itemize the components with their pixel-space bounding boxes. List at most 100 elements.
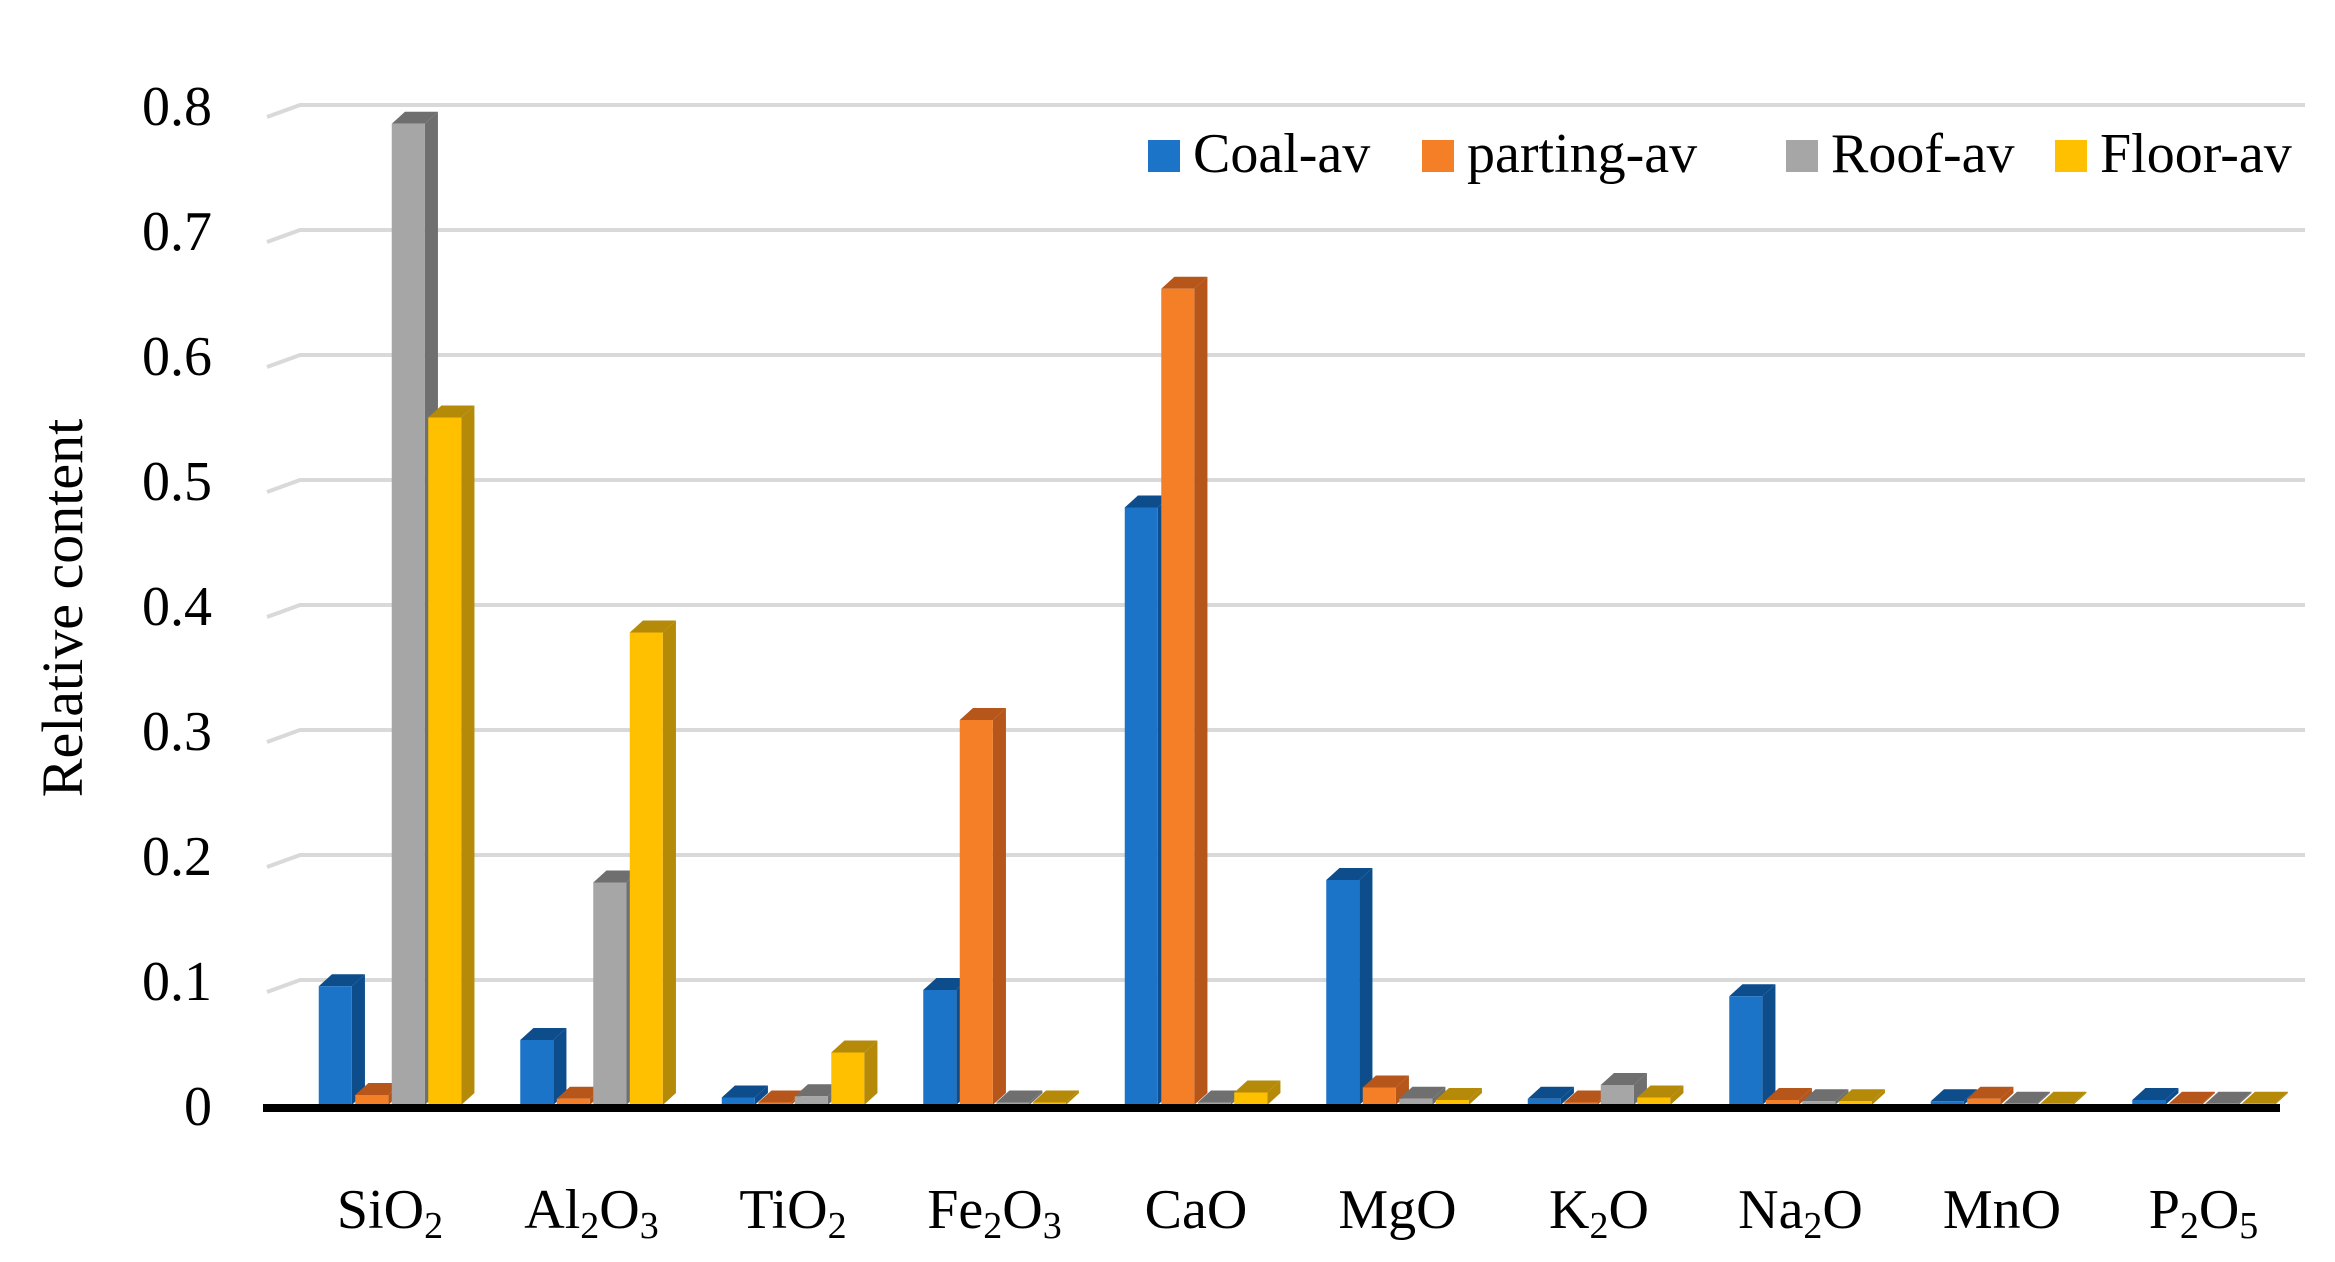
bar-floor-av-tio2 — [831, 1040, 878, 1105]
bar-front — [831, 1052, 865, 1105]
bar-top — [1435, 1088, 1482, 1100]
bar-top — [593, 870, 640, 883]
bar-top — [391, 111, 438, 124]
bar-front — [1765, 1100, 1799, 1105]
bar-front — [1802, 1101, 1836, 1105]
bar-side — [662, 620, 676, 1105]
bar-roof-av-mgo — [1399, 1086, 1446, 1105]
x-tick-label-fe2o3: Fe2O3 — [927, 1179, 1061, 1247]
bar-side — [2238, 1091, 2252, 1105]
label-part: SiO — [337, 1179, 424, 1241]
bar-roof-av-fe2o3 — [996, 1090, 1043, 1105]
legend-swatch — [2055, 140, 2087, 172]
bar-front — [520, 1040, 554, 1105]
bar-top — [1527, 1086, 1574, 1099]
bar-top — [355, 1083, 402, 1095]
label-part: MnO — [1943, 1179, 2061, 1241]
legend: Coal-av parting-av Roof-av Floor-av — [1148, 123, 2292, 185]
bar-floor-av-al2o3 — [629, 620, 676, 1105]
label-part: O — [599, 1179, 639, 1241]
bar-side — [2165, 1088, 2179, 1105]
bar-side — [351, 974, 365, 1105]
bar-top — [1729, 984, 1776, 997]
label-part: TiO — [739, 1179, 827, 1241]
gridline — [266, 228, 2305, 244]
bar-floor-av-na2o — [1838, 1089, 1885, 1105]
bar-coal-av-p2o5 — [2132, 1088, 2179, 1105]
bar-front — [1838, 1101, 1872, 1105]
bar-side — [2000, 1086, 2014, 1105]
label-part: K — [1549, 1179, 1589, 1241]
bar-side — [1762, 984, 1776, 1105]
bar-front — [1527, 1098, 1561, 1105]
gridlines — [266, 103, 2305, 994]
bar-parting-av-mno — [1967, 1086, 2014, 1105]
bar-top — [1637, 1085, 1684, 1098]
subscript: 5 — [2239, 1205, 2258, 1247]
label-part: CaO — [1145, 1179, 1248, 1241]
bar-floor-av-mgo — [1435, 1088, 1482, 1105]
gridline — [266, 853, 2305, 869]
bar-front — [355, 1095, 389, 1105]
bar-front — [1234, 1092, 1268, 1105]
y-tick-label: 0 — [184, 1076, 212, 1138]
bar-roof-av-na2o — [1802, 1089, 1849, 1105]
bar-side — [1065, 1090, 1079, 1105]
bar-side — [553, 1028, 567, 1105]
bar-front — [1564, 1102, 1598, 1105]
y-tick-label: 0.5 — [142, 451, 212, 513]
x-tick-label-cao: CaO — [1145, 1179, 1248, 1241]
subscript: 2 — [2180, 1205, 2199, 1247]
bar-side — [1560, 1086, 1574, 1105]
bar-side — [864, 1040, 878, 1105]
label-part: O — [1822, 1179, 1862, 1241]
x-tick-label-al2o3: Al2O3 — [524, 1179, 658, 1247]
bar-front — [1032, 1102, 1066, 1105]
gridline — [266, 978, 2305, 994]
bar-coal-av-na2o — [1729, 984, 1776, 1105]
bar-top — [2132, 1088, 2179, 1100]
bar-top — [721, 1085, 768, 1098]
y-tick-label: 0.3 — [142, 701, 212, 763]
legend-label: Roof-av — [1831, 123, 2015, 185]
bar-top — [2003, 1091, 2050, 1104]
bar-side — [1798, 1088, 1812, 1105]
y-tick-label: 0.1 — [142, 951, 212, 1013]
bar-front — [593, 882, 627, 1105]
bar-top — [758, 1090, 805, 1103]
subscript: 2 — [1590, 1205, 1609, 1247]
bar-parting-av-mgo — [1362, 1075, 1409, 1105]
bar-front — [1197, 1102, 1231, 1105]
bar-parting-av-cao — [1161, 276, 1208, 1105]
bar-top — [1930, 1089, 1977, 1102]
bar-side — [992, 708, 1006, 1105]
bar-top — [2205, 1091, 2252, 1104]
bar-top — [2168, 1091, 2215, 1104]
bar-top — [629, 620, 676, 633]
bar-side — [2201, 1091, 2215, 1105]
bar-front — [1161, 288, 1195, 1105]
bar-top — [318, 974, 365, 987]
bar-side — [1029, 1090, 1043, 1105]
bar-parting-av-na2o — [1765, 1088, 1812, 1105]
bar-front — [959, 720, 993, 1105]
y-tick-label: 0.2 — [142, 826, 212, 888]
label-part: O — [1609, 1179, 1649, 1241]
x-tick-label-mgo: MgO — [1338, 1179, 1456, 1241]
subscript: 3 — [1043, 1205, 1062, 1247]
bar-front — [1967, 1098, 2001, 1105]
bar-front — [2132, 1100, 2166, 1105]
subscript: 3 — [640, 1205, 659, 1247]
gridline — [266, 353, 2305, 369]
bar-top — [1326, 868, 1373, 880]
legend-label: Floor-av — [2100, 123, 2292, 185]
x-tick-label-p2o5: P2O5 — [2149, 1179, 2259, 1247]
bar-top — [1564, 1090, 1611, 1103]
bar-top — [556, 1086, 603, 1099]
bar-front — [923, 990, 957, 1105]
bar-coal-av-al2o3 — [520, 1028, 567, 1105]
bar-front — [318, 986, 352, 1105]
y-tick-label: 0.7 — [142, 201, 212, 263]
